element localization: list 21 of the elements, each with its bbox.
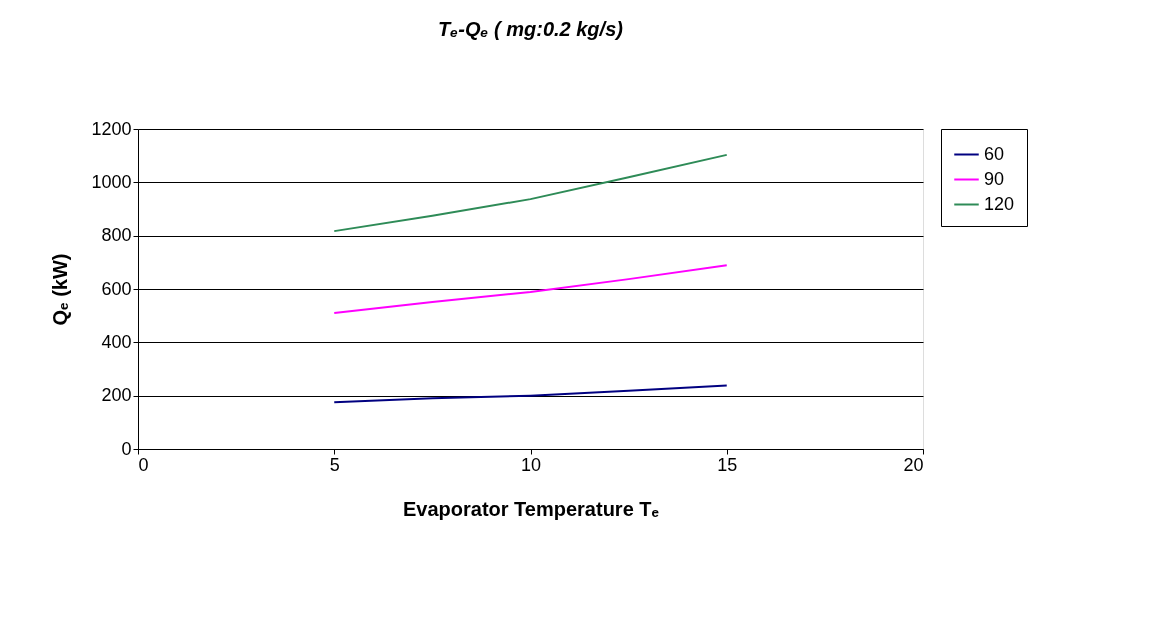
y-tick-label: 1000 xyxy=(91,171,132,192)
y-tick-label: 0 xyxy=(121,438,132,459)
x-tick-label: 0 xyxy=(138,454,149,475)
x-axis-title: Evaporator Temperature Tₑ xyxy=(402,497,660,520)
line-series xyxy=(333,153,728,233)
x-tick-label: 15 xyxy=(717,454,738,475)
y-tick-label: 200 xyxy=(101,385,132,406)
y-tick-label: 1200 xyxy=(91,118,132,139)
x-tick-label: 5 xyxy=(329,454,340,475)
y-axis-title: Qₑ (kW) xyxy=(49,253,72,326)
x-tick-label: 20 xyxy=(903,454,924,475)
y-tick-label: 600 xyxy=(101,278,132,299)
x-tick-label: 10 xyxy=(520,454,542,475)
legend-label: 60 xyxy=(984,143,1005,164)
line-series xyxy=(333,384,728,404)
line-series xyxy=(333,264,728,314)
chart-title: Tₑ-Qₑ ( mg:0.2 kg/s) xyxy=(438,18,624,40)
legend-label: 120 xyxy=(984,193,1015,214)
legend-label: 90 xyxy=(984,168,1005,189)
y-tick-label: 800 xyxy=(101,225,132,246)
y-tick-label: 400 xyxy=(101,331,132,352)
